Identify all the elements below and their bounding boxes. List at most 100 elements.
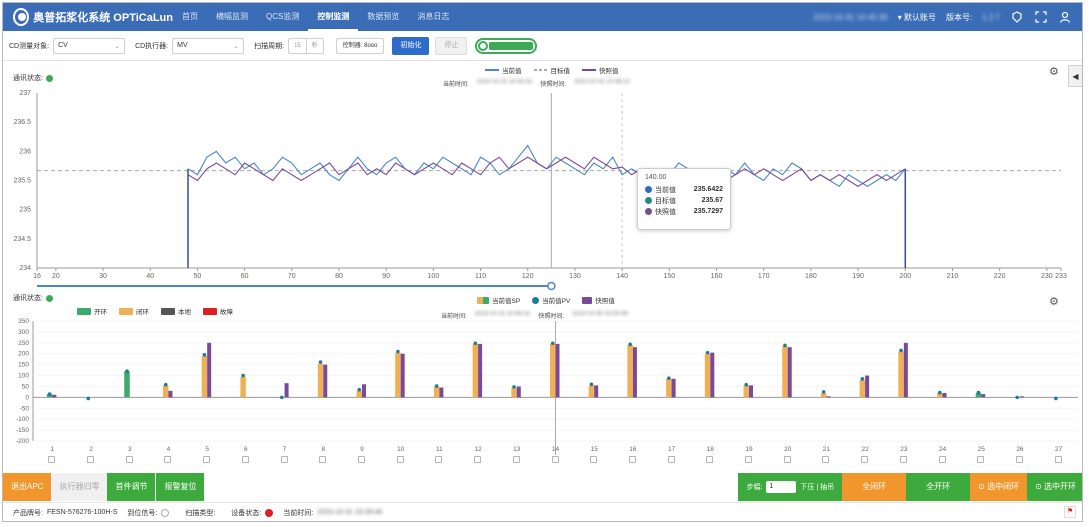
sp-bar — [666, 378, 672, 398]
actuator-checkbox[interactable] — [628, 456, 636, 463]
pv-point — [937, 390, 942, 395]
legend-fault[interactable]: 故障 — [203, 306, 233, 316]
snapshot-bar — [903, 342, 908, 398]
nav-menu: 首页 横幅监测 QCS监测 控制监测 数据预览 消息日志 — [173, 3, 458, 31]
legend-pv[interactable]: 当前值PV — [532, 295, 570, 305]
actuator-checkbox[interactable] — [706, 456, 714, 463]
actuator-checkbox[interactable] — [861, 456, 869, 463]
legend-snapshot[interactable]: 快照值 — [582, 65, 619, 75]
full-close-button[interactable]: 全闭环 — [842, 473, 907, 501]
actuator-checkbox[interactable] — [474, 456, 482, 463]
actuator-checkbox[interactable] — [435, 456, 443, 463]
tooltip-target-label: 目标值 — [655, 197, 676, 205]
user-icon[interactable] — [1058, 10, 1072, 24]
bar-x-tick-label: 6 — [244, 446, 248, 453]
alarm-reset-button[interactable]: 报警复位 — [155, 473, 205, 501]
legend-closed-loop[interactable]: 闭环 — [119, 306, 149, 316]
nav-item-data-preview[interactable]: 数据预览 — [367, 12, 400, 21]
actuator-checkbox[interactable] — [551, 456, 559, 463]
cd-actuator-select[interactable]: MV ⌄ — [172, 37, 245, 54]
bar-y-tick-label: 0 — [25, 394, 29, 401]
tooltip-target-value: 235.67 — [701, 197, 723, 204]
bottom-action-bar: 退出APC 执行器归零 首件调节 报警复位 步幅: 1 下压 | 抽吊 全闭环 … — [3, 473, 1082, 501]
nav-item-control-monitor[interactable]: 控制监测 — [308, 3, 359, 31]
nav-item-qcs-monitor[interactable]: QCS监测 — [266, 12, 300, 21]
actuator-checkbox[interactable] — [822, 456, 830, 463]
x-tick-label: 16 — [33, 273, 41, 280]
select-open-button[interactable]: ⊙ 选中开环 — [1027, 473, 1082, 501]
actuator-checkbox[interactable] — [667, 456, 675, 463]
legend-current[interactable]: 当前值 — [485, 65, 522, 75]
collapse-panel-tab[interactable]: ◀ — [1068, 65, 1082, 87]
init-button[interactable]: 初始化 — [392, 36, 430, 55]
actuator-checkbox[interactable] — [512, 456, 520, 463]
y-tick-label: 236.5 — [13, 119, 31, 126]
nav-item-cross-monitor[interactable]: 横幅监测 — [216, 12, 248, 21]
sp-bar — [588, 385, 595, 398]
user-dropdown[interactable]: ▾ 默认账号 — [897, 12, 936, 22]
legend-open-loop[interactable]: 开环 — [77, 306, 107, 316]
legend-sp[interactable]: 当前值SP — [477, 295, 520, 305]
actuator-checkbox[interactable] — [938, 456, 946, 463]
fullscreen-icon[interactable] — [1034, 10, 1048, 24]
bar-x-tick-label: 2 — [89, 446, 93, 453]
actuator-checkbox[interactable] — [87, 456, 95, 463]
bar-y-tick-label: 350 — [18, 318, 29, 325]
up-down-toggle[interactable]: 下压 | 抽吊 — [800, 484, 835, 491]
head-adjust-button[interactable]: 首件调节 — [107, 473, 156, 501]
sp-bar — [433, 386, 440, 398]
pv-point — [550, 341, 555, 346]
cd-object-select[interactable]: CV ⌄ — [53, 37, 126, 54]
stop-button[interactable]: 停止 — [435, 36, 468, 55]
actuator-checkbox[interactable] — [125, 456, 133, 463]
snapshot-bar — [981, 394, 986, 398]
x-tick-label: 120 — [522, 273, 534, 280]
actuator-checkbox[interactable] — [319, 456, 327, 463]
select-close-button[interactable]: ⊙ 选中闭环 — [970, 473, 1028, 501]
actuator-checkbox[interactable] — [164, 456, 172, 463]
legend-target[interactable]: 目标值 — [533, 65, 570, 75]
status-time: 2023-10-31 10:39:46 — [317, 509, 383, 516]
top-settings-gear-icon[interactable]: ⚙ — [1049, 66, 1059, 78]
actuator-checkbox[interactable] — [280, 456, 288, 463]
actuator-checkbox[interactable] — [783, 456, 791, 463]
nav-item-message-log[interactable]: 消息日志 — [417, 12, 450, 21]
pv-point — [318, 360, 323, 364]
actuator-checkbox[interactable] — [203, 456, 211, 463]
flag-icon[interactable]: ⚑ — [1064, 506, 1076, 518]
x-tick-label: 50 — [194, 273, 202, 280]
language-icon[interactable] — [1010, 10, 1024, 24]
actuator-checkbox[interactable] — [745, 456, 753, 463]
step-input[interactable]: 1 — [766, 481, 797, 493]
version-label: 版本号: — [945, 12, 973, 22]
actuator-checkbox[interactable] — [241, 456, 249, 463]
actuator-checkbox[interactable] — [977, 456, 985, 463]
x-tick-label: 230 — [1041, 273, 1053, 280]
top-line-chart: 234 234.5 235 235.5 236 236.5 237 16 20 30 40 50 60 7… — [13, 90, 1067, 291]
y-tick-label: 235.5 — [13, 178, 31, 185]
controller-select[interactable]: 控制器: 8ooo — [335, 37, 385, 54]
actuator-checkbox[interactable] — [396, 456, 404, 463]
scan-period-input[interactable]: 15 秒 — [288, 37, 324, 54]
actuator-checkbox[interactable] — [1015, 456, 1023, 463]
actuator-checkbox[interactable] — [357, 456, 365, 463]
actuator-checkbox[interactable] — [48, 456, 56, 463]
actuator-checkbox[interactable] — [1054, 456, 1062, 463]
legend-bar-snapshot-label: 快照值 — [595, 298, 615, 305]
legend-local[interactable]: 本地 — [161, 306, 191, 316]
full-open-button[interactable]: 全开环 — [906, 473, 971, 501]
legend-closed-loop-swatch — [119, 307, 133, 315]
actuator-checkbox[interactable] — [899, 456, 907, 463]
cd-actuator-value: MV — [177, 42, 188, 49]
actuator-zero-button[interactable]: 执行器归零 — [51, 473, 108, 501]
x-tick-label: 200 — [899, 273, 911, 280]
y-tick-label: 234.5 — [13, 236, 31, 243]
legend-bar-snapshot[interactable]: 快照值 — [582, 295, 615, 305]
bottom-settings-gear-icon[interactable]: ⚙ — [1049, 296, 1059, 308]
actuator-checkbox[interactable] — [590, 456, 598, 463]
scan-period-unit: 秒 — [305, 38, 323, 53]
tooltip-current-dot — [645, 186, 652, 193]
x-tick-label: 210 — [947, 273, 959, 280]
exit-apc-button[interactable]: 退出APC — [3, 473, 52, 501]
nav-item-home[interactable]: 首页 — [182, 12, 198, 21]
